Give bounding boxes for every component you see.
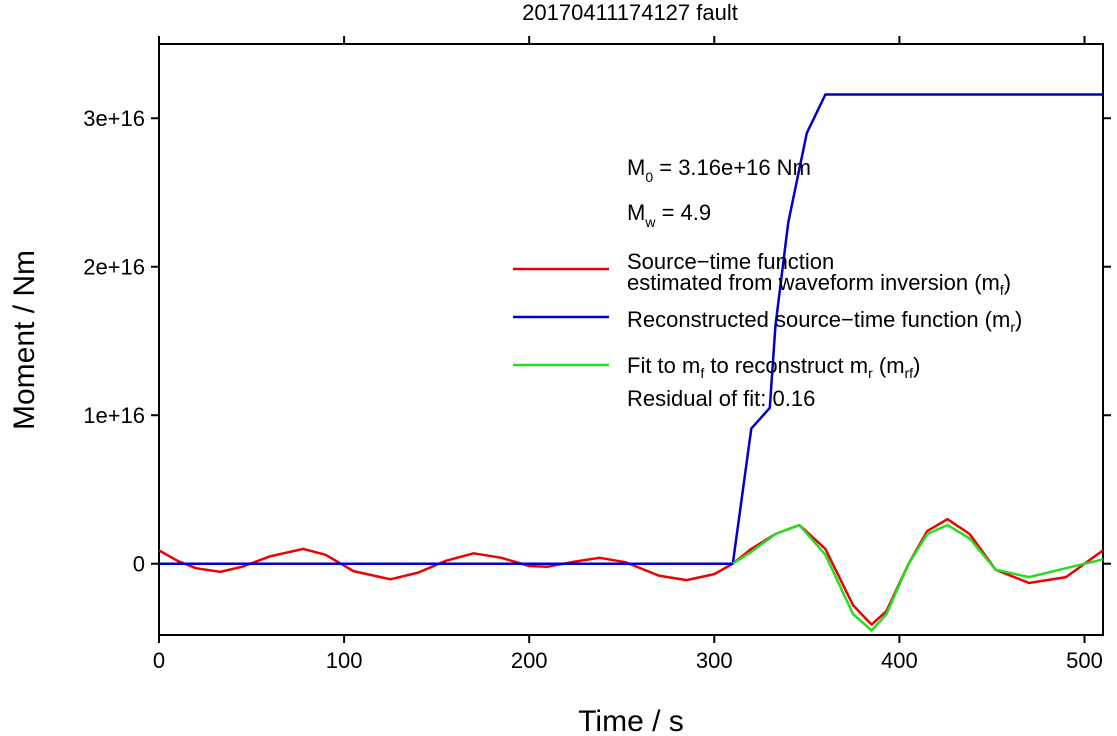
series-line-source-time: [158, 517, 1104, 626]
legend-label-fit: Fit to mf to reconstruct mr (mrf): [627, 353, 920, 381]
plot-frame: [158, 43, 1104, 636]
y-axis-title: Moment / Nm: [8, 250, 41, 430]
legend-label-reconstructed: Reconstructed source−time function (mr): [627, 307, 1022, 335]
m0-annotation: M0 = 3.16e+16 Nm: [627, 155, 811, 185]
mw-annotation: Mw = 4.9: [627, 200, 711, 230]
x-tick-label: 400: [881, 648, 918, 673]
x-tick-label: 0: [153, 648, 165, 673]
y-axis-ticks: 0 1e+16 2e+16 3e+16: [83, 106, 1111, 577]
series-layer: [158, 93, 1104, 632]
x-tick-label: 100: [326, 648, 363, 673]
series-line-fit: [732, 523, 1104, 632]
y-tick-label: 1e+16: [83, 403, 145, 428]
residual-annotation: Residual of fit: 0.16: [627, 386, 815, 411]
x-tick-label: 500: [1066, 648, 1103, 673]
y-tick-label: 3e+16: [83, 106, 145, 131]
y-tick-label: 0: [133, 552, 145, 577]
x-tick-label: 200: [511, 648, 548, 673]
legend-label-source-time-line2: estimated from waveform inversion (mf): [627, 270, 1011, 298]
x-tick-label: 300: [696, 648, 733, 673]
x-axis-title: Time / s: [578, 705, 684, 736]
legend-label-source-time-line1: Source−time function: [627, 249, 834, 274]
y-tick-label: 2e+16: [83, 255, 145, 280]
legend: Source−time function estimated from wave…: [513, 249, 1022, 411]
x-axis-ticks: 0 100 200 300 400 500: [153, 36, 1103, 673]
chart-title: 20170411174127 fault: [522, 0, 738, 25]
series-line-reconstructed: [159, 93, 1103, 565]
